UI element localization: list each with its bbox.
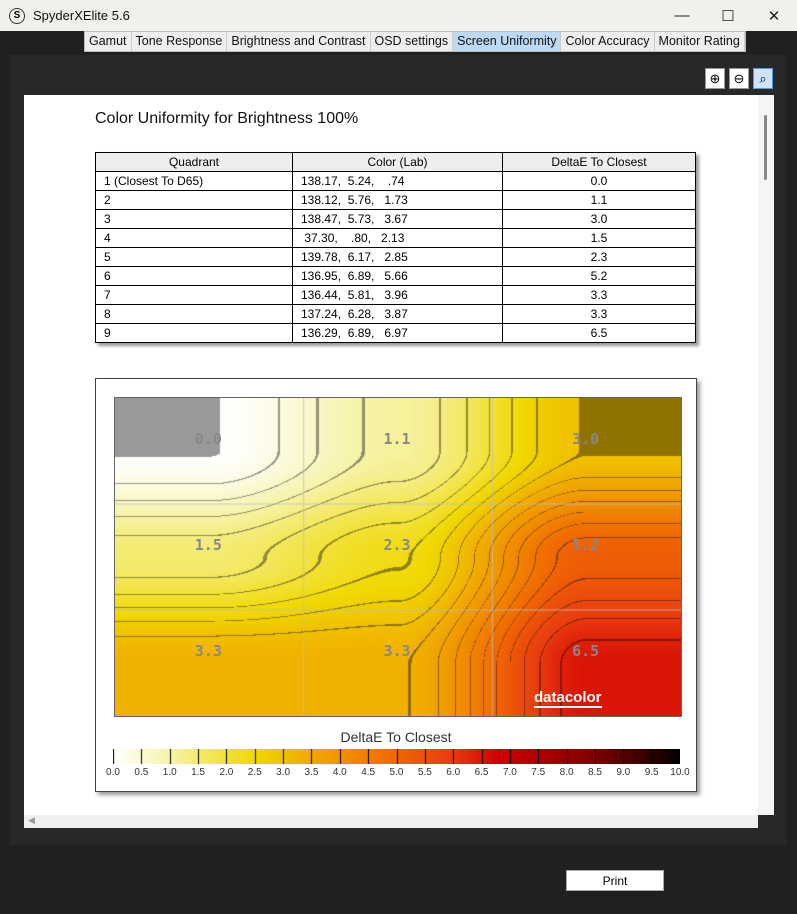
colorbar-tick-label: 6.0 xyxy=(446,767,461,778)
colorbar-tick-label: 10.0 xyxy=(670,767,690,778)
colorbar-tick-label: 7.0 xyxy=(502,767,517,778)
quadrant-cell: 2 xyxy=(95,190,293,210)
column-header: DeltaE To Closest xyxy=(502,152,696,172)
zoom-in-icon[interactable]: ⊕ xyxy=(705,68,725,89)
quadrant-label: 5.2 xyxy=(572,536,600,555)
colorbar-tick-label: 0.0 xyxy=(106,767,120,778)
zoom-out-icon[interactable]: ⊖ xyxy=(729,68,749,89)
quadrant-cell: 1 (Closest To D65) xyxy=(95,171,293,191)
colorbar-tick-label: 2.5 xyxy=(247,767,262,778)
table-row: 5 139.78, 6.17, 2.85 2.3 xyxy=(95,247,696,267)
quadrant-label: 2.3 xyxy=(383,536,411,555)
tab-color-accuracy[interactable]: Color Accuracy xyxy=(561,32,655,51)
quadrant-label: 3.0 xyxy=(572,430,600,449)
lab-cell: 137.24, 6.28, 3.87 xyxy=(292,304,503,324)
colorbar-tick-label: 6.5 xyxy=(474,767,489,778)
title-bar: S SpyderXElite 5.6 — ☐ ✕ xyxy=(0,0,797,31)
quadrant-cell: 3 xyxy=(95,209,293,229)
quadrant-cell: 7 xyxy=(95,285,293,305)
maximize-button[interactable]: ☐ xyxy=(721,7,735,25)
quadrant-cell: 4 xyxy=(95,228,293,248)
colorbar-tick-label: 5.5 xyxy=(417,767,432,778)
colorbar-tick-label: 1.0 xyxy=(162,767,177,778)
quadrant-cell: 5 xyxy=(95,247,293,267)
deltae-cell: 3.0 xyxy=(502,209,696,229)
report-heading: Color Uniformity for Brightness 100% xyxy=(95,110,359,127)
colorbar-tick-label: 4.5 xyxy=(361,767,376,778)
colorbar-tick-label: 8.0 xyxy=(559,767,574,778)
app-icon: S xyxy=(9,7,25,24)
quadrant-cell: 9 xyxy=(95,323,293,343)
colorbar-title: DeltaE To Closest xyxy=(340,729,452,745)
column-header: Color (Lab) xyxy=(292,152,503,172)
quadrant-label: 3.3 xyxy=(383,642,411,661)
colorbar xyxy=(113,749,680,764)
deltae-cell: 2.3 xyxy=(502,247,696,267)
tab-bar: Gamut Tone Response Brightness and Contras… xyxy=(84,31,746,52)
colorbar-tick-label: 4.0 xyxy=(332,767,347,778)
quadrant-label: 1.5 xyxy=(194,536,222,555)
quadrant-label: 0.0 xyxy=(194,430,222,449)
zoom-fit-icon[interactable]: ⌕ xyxy=(753,68,773,89)
deltae-cell: 5.2 xyxy=(502,266,696,286)
uniformity-table: Quadrant Color (Lab) DeltaE To Closest 1… xyxy=(95,152,696,343)
table-row: 6 136.95, 6.89, 5.66 5.2 xyxy=(95,266,696,286)
deltae-cell: 3.3 xyxy=(502,304,696,324)
lab-cell: 139.78, 6.17, 2.85 xyxy=(292,247,503,267)
tab-monitor-rating[interactable]: Monitor Rating xyxy=(655,32,745,51)
report-panel: Color Uniformity for Brightness 100% Qua… xyxy=(24,95,758,815)
lab-cell: 138.17, 5.24, .74 xyxy=(292,171,503,191)
deltae-cell: 0.0 xyxy=(502,171,696,191)
vertical-scrollbar[interactable] xyxy=(758,95,774,815)
lab-cell: 136.29, 6.89, 6.97 xyxy=(292,323,503,343)
heatmap-canvas xyxy=(114,397,682,717)
colorbar-tick-label: 7.5 xyxy=(531,767,546,778)
table-row: 7 136.44, 5.81, 3.96 3.3 xyxy=(95,285,696,305)
colorbar-tick-label: 5.0 xyxy=(389,767,404,778)
lab-cell: 138.12, 5.76, 1.73 xyxy=(292,190,503,210)
colorbar-tick-label: 9.0 xyxy=(616,767,631,778)
table-row: 4 37.30, .80, 2.13 1.5 xyxy=(95,228,696,248)
print-button[interactable]: Print xyxy=(566,870,664,891)
table-row: 1 (Closest To D65) 138.17, 5.24, .74 0.0 xyxy=(95,171,696,191)
colorbar-tick-label: 1.5 xyxy=(191,767,205,778)
deltae-cell: 1.1 xyxy=(502,190,696,210)
quadrant-label: 1.1 xyxy=(383,430,411,449)
colorbar-tick-label: 3.5 xyxy=(304,767,319,778)
tab-tone-response[interactable]: Tone Response xyxy=(132,32,228,51)
column-header: Quadrant xyxy=(95,152,293,172)
uniformity-heatmap: 0.0 1.1 3.0 1.5 2.3 5.2 3.3 3.3 6.5 datacolor De… xyxy=(95,378,697,792)
deltae-cell: 6.5 xyxy=(502,323,696,343)
table-row: 3 138.47, 5.73, 3.67 3.0 xyxy=(95,209,696,229)
lab-cell: 136.95, 6.89, 5.66 xyxy=(292,266,503,286)
tab-osd-settings[interactable]: OSD settings xyxy=(371,32,454,51)
quadrant-label: 6.5 xyxy=(572,642,600,661)
deltae-cell: 3.3 xyxy=(502,285,696,305)
datacolor-logo: datacolor xyxy=(534,689,602,708)
tab-screen-uniformity[interactable]: Screen Uniformity xyxy=(453,32,562,51)
colorbar-tick-label: 9.5 xyxy=(644,767,659,778)
tab-gamut[interactable]: Gamut xyxy=(85,32,132,51)
lab-cell: 136.44, 5.81, 3.96 xyxy=(292,285,503,305)
horizontal-scrollbar[interactable]: ◀ xyxy=(24,815,758,828)
quadrant-cell: 6 xyxy=(95,266,293,286)
deltae-cell: 1.5 xyxy=(502,228,696,248)
window-title: SpyderXElite 5.6 xyxy=(33,8,130,23)
colorbar-tick-label: 0.5 xyxy=(134,767,149,778)
minimize-button[interactable]: — xyxy=(674,7,690,24)
table-row: 8 137.24, 6.28, 3.87 3.3 xyxy=(95,304,696,324)
table-row: 9 136.29, 6.89, 6.97 6.5 xyxy=(95,323,696,343)
quadrant-label: 3.3 xyxy=(194,642,222,661)
quadrant-cell: 8 xyxy=(95,304,293,324)
lab-cell: 138.47, 5.73, 3.67 xyxy=(292,209,503,229)
colorbar-tick-label: 3.0 xyxy=(276,767,291,778)
table-row: 2 138.12, 5.76, 1.73 1.1 xyxy=(95,190,696,210)
tab-brightness-and-contrast[interactable]: Brightness and Contrast xyxy=(227,32,371,51)
lab-cell: 37.30, .80, 2.13 xyxy=(292,228,503,248)
colorbar-tick-label: 8.5 xyxy=(587,767,602,778)
close-button[interactable]: ✕ xyxy=(767,7,781,25)
colorbar-tick-label: 2.0 xyxy=(219,767,234,778)
